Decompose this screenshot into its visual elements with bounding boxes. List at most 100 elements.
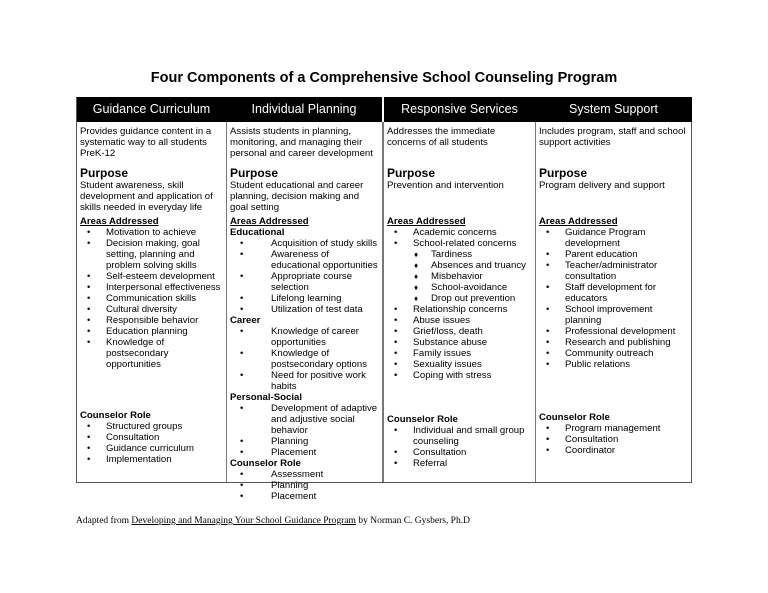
list-item: Interpersonal effectiveness bbox=[80, 282, 223, 293]
educational-list: Acquisition of study skills Awareness of… bbox=[230, 238, 379, 315]
list-item: Decision making, goal setting, planning … bbox=[80, 238, 223, 271]
description: Assists students in planning, monitoring… bbox=[230, 126, 373, 159]
group-educational: Educational bbox=[230, 227, 285, 238]
roles-list: Assessment Planning Placement bbox=[230, 469, 379, 502]
areas-list: Academic concerns School-related concern… bbox=[387, 227, 532, 249]
column-system-support: Includes program, staff and school suppo… bbox=[535, 122, 692, 482]
list-item: Drop out prevention bbox=[387, 293, 532, 304]
areas-section: Areas Addressed Academic concerns School… bbox=[387, 216, 532, 381]
list-item: Tardiness bbox=[387, 249, 532, 260]
group-personal-social: Personal-Social bbox=[230, 392, 302, 403]
list-item: Implementation bbox=[80, 454, 223, 465]
description: Addresses the immediate concerns of all … bbox=[387, 126, 496, 148]
areas-heading: Areas Addressed bbox=[230, 216, 309, 227]
header-system-support: System Support bbox=[569, 102, 658, 116]
areas-section: Areas Addressed Educational Acquisition … bbox=[230, 216, 379, 502]
list-item: Program management bbox=[539, 423, 689, 434]
list-item: Cultural diversity bbox=[80, 304, 223, 315]
purpose-section: Purpose Student educational and career p… bbox=[230, 166, 379, 213]
list-item: School improvement planning bbox=[539, 304, 689, 326]
personal-social-list: Development of adaptive and adjustive so… bbox=[230, 403, 379, 458]
description: Provides guidance content in a systemati… bbox=[80, 126, 212, 159]
list-item: Communication skills bbox=[80, 293, 223, 304]
description: Includes program, staff and school suppo… bbox=[539, 126, 686, 148]
header-right-block bbox=[384, 97, 692, 122]
areas-heading: Areas Addressed bbox=[80, 216, 159, 227]
document-title: Four Components of a Comprehensive Schoo… bbox=[150, 70, 618, 86]
purpose-text: Program delivery and support bbox=[539, 180, 665, 191]
list-item: Coping with stress bbox=[387, 370, 532, 381]
counselor-role-heading: Counselor Role bbox=[387, 414, 458, 425]
purpose-section: Purpose Prevention and intervention bbox=[387, 166, 532, 191]
areas-list: Motivation to achieve Decision making, g… bbox=[80, 227, 223, 370]
column-guidance-curriculum: Provides guidance content in a systemati… bbox=[77, 122, 226, 482]
list-item: Utilization of test data bbox=[230, 304, 379, 315]
group-career: Career bbox=[230, 315, 261, 326]
list-item: Relationship concerns bbox=[387, 304, 532, 315]
list-item: Placement bbox=[230, 491, 379, 502]
purpose-heading: Purpose bbox=[539, 166, 588, 180]
book-title: Developing and Managing Your School Guid… bbox=[131, 516, 356, 526]
list-item: Placement bbox=[230, 447, 379, 458]
citation-author: by Norman C. Gysbers, Ph.D bbox=[355, 516, 470, 526]
list-item: Structured groups bbox=[80, 421, 223, 432]
list-item: Parent education bbox=[539, 249, 689, 260]
list-item: Need for positive work habits bbox=[230, 370, 379, 392]
list-item: Appropriate course selection bbox=[230, 271, 379, 293]
areas-heading: Areas Addressed bbox=[387, 216, 466, 227]
list-item: Professional development bbox=[539, 326, 689, 337]
source-citation: Adapted from Developing and Managing You… bbox=[76, 516, 470, 526]
list-item: Knowledge of career opportunities bbox=[230, 326, 379, 348]
list-item: Teacher/administrator consultation bbox=[539, 260, 689, 282]
counselor-role-heading: Counselor Role bbox=[80, 410, 151, 421]
list-item: Acquisition of study skills bbox=[230, 238, 379, 249]
list-item: Guidance Program development bbox=[539, 227, 689, 249]
list-item: Absences and truancy bbox=[387, 260, 532, 271]
purpose-heading: Purpose bbox=[80, 166, 129, 180]
list-item: Responsible behavior bbox=[80, 315, 223, 326]
list-item: Consultation bbox=[387, 447, 532, 458]
column-individual-planning: Assists students in planning, monitoring… bbox=[226, 122, 382, 502]
purpose-heading: Purpose bbox=[387, 166, 436, 180]
citation-prefix: Adapted from bbox=[76, 516, 132, 526]
list-item: Public relations bbox=[539, 359, 689, 370]
roles-list: Program management Consultation Coordina… bbox=[539, 423, 689, 456]
purpose-section: Purpose Student awareness, skill develop… bbox=[80, 166, 223, 213]
list-item: Coordinator bbox=[539, 445, 689, 456]
header-individual-planning: Individual Planning bbox=[251, 102, 357, 116]
header-guidance-curriculum: Guidance Curriculum bbox=[92, 102, 211, 116]
list-item: Knowledge of postsecondary options bbox=[230, 348, 379, 370]
counselor-role-section: Counselor Role Structured groups Consult… bbox=[80, 410, 223, 465]
counselor-role-heading: Counselor Role bbox=[539, 412, 610, 423]
list-item: Lifelong learning bbox=[230, 293, 379, 304]
list-item: Self-esteem development bbox=[80, 271, 223, 282]
list-item: Assessment bbox=[230, 469, 379, 480]
counselor-role-section: Counselor Role Program management Consul… bbox=[539, 412, 689, 456]
list-item: Consultation bbox=[80, 432, 223, 443]
list-item: Sexuality issues bbox=[387, 359, 532, 370]
list-item: Staff development for educators bbox=[539, 282, 689, 304]
list-item: Consultation bbox=[539, 434, 689, 445]
list-item: Planning bbox=[230, 480, 379, 491]
counselor-role-heading: Counselor Role bbox=[230, 458, 301, 469]
list-item: School-avoidance bbox=[387, 282, 532, 293]
roles-list: Structured groups Consultation Guidance … bbox=[80, 421, 223, 465]
list-item: School-related concerns bbox=[387, 238, 532, 249]
list-item: Substance abuse bbox=[387, 337, 532, 348]
list-item: Guidance curriculum bbox=[80, 443, 223, 454]
purpose-text: Prevention and intervention bbox=[387, 180, 504, 191]
list-item: Referral bbox=[387, 458, 532, 469]
list-item: Community outreach bbox=[539, 348, 689, 359]
list-item: Education planning bbox=[80, 326, 223, 337]
list-item: Knowledge of postsecondary opportunities bbox=[80, 337, 223, 370]
list-item: Development of adaptive and adjustive so… bbox=[230, 403, 379, 436]
list-item: Abuse issues bbox=[387, 315, 532, 326]
list-item: Grief/loss, death bbox=[387, 326, 532, 337]
list-item: Misbehavior bbox=[387, 271, 532, 282]
list-item: Motivation to achieve bbox=[80, 227, 223, 238]
list-item: Family issues bbox=[387, 348, 532, 359]
roles-list: Individual and small group counseling Co… bbox=[387, 425, 532, 469]
areas-section: Areas Addressed Motivation to achieve De… bbox=[80, 216, 223, 370]
purpose-heading: Purpose bbox=[230, 166, 279, 180]
areas-list-continued: Relationship concerns Abuse issues Grief… bbox=[387, 304, 532, 381]
